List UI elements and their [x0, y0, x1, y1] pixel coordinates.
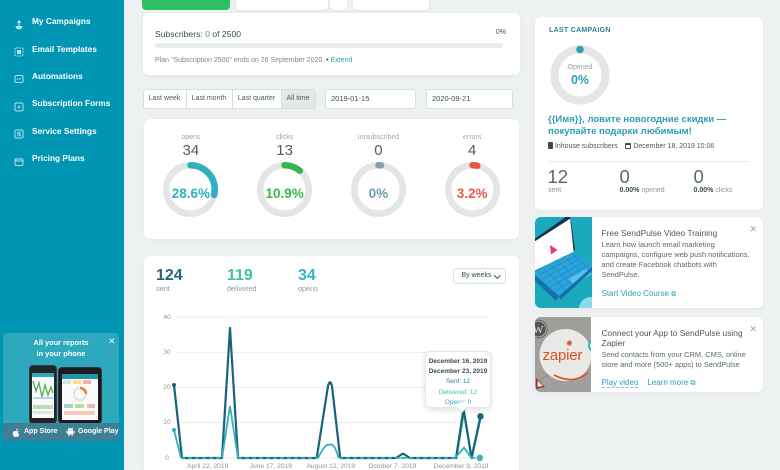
svg-text:W: W	[535, 324, 544, 336]
